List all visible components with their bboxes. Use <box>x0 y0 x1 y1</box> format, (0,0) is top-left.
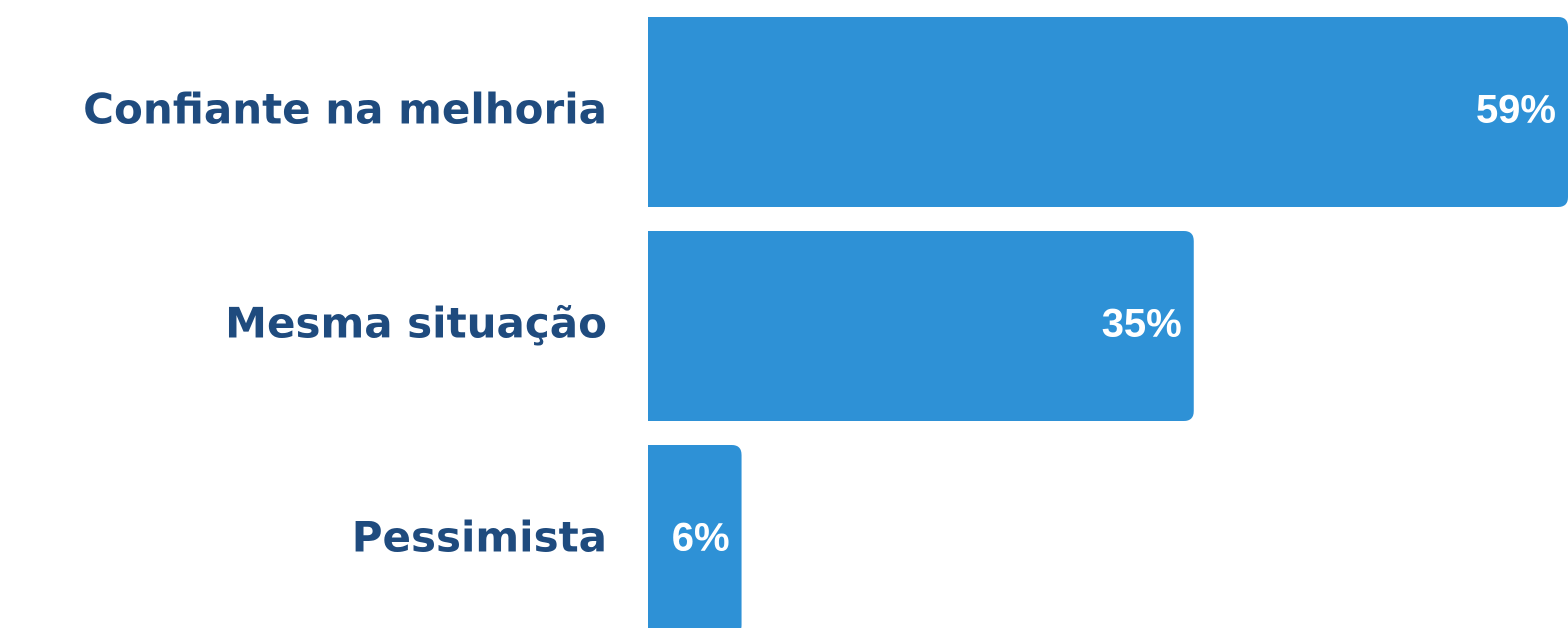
category-label: Mesma situação <box>225 299 607 348</box>
bar <box>648 445 742 628</box>
category-label: Confiante na melhoria <box>83 85 607 134</box>
category-label: Pessimista <box>352 513 607 562</box>
value-label: 35% <box>1102 302 1182 346</box>
value-label: 6% <box>672 516 730 560</box>
value-label: 59% <box>1476 88 1556 132</box>
bar <box>648 17 1568 207</box>
bar <box>648 231 1194 421</box>
